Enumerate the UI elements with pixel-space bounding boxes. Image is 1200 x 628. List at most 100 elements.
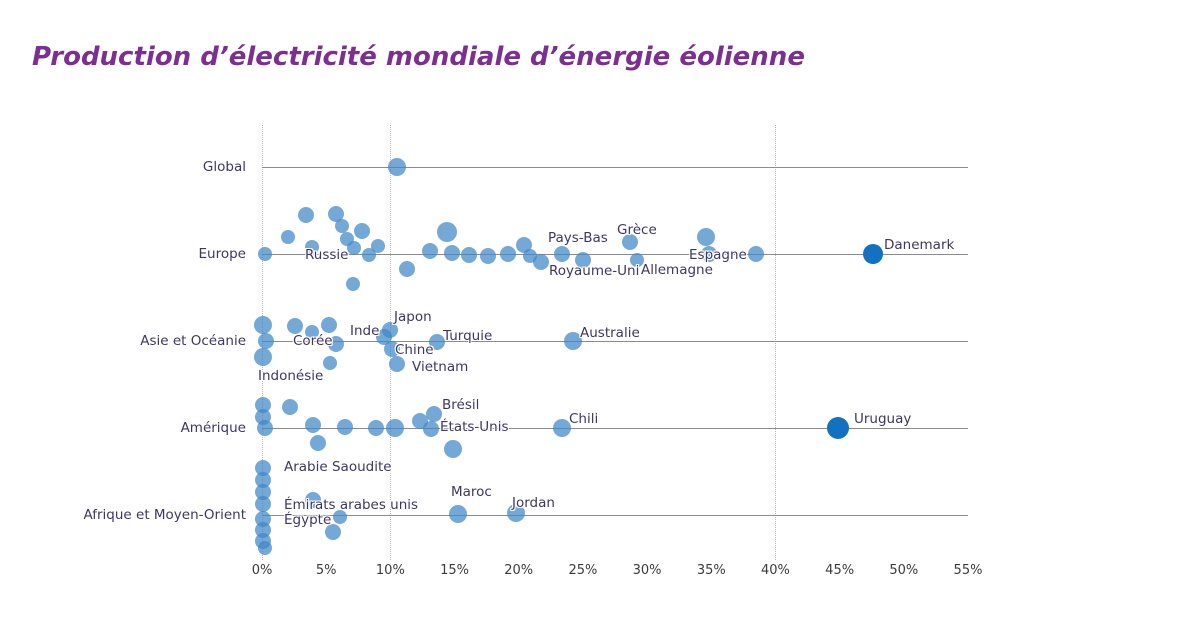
data-point — [354, 223, 371, 239]
data-point — [460, 247, 477, 263]
point-label-danemark: Danemark — [884, 237, 955, 253]
category-line-amerique — [262, 428, 968, 429]
data-point — [305, 325, 320, 339]
data-point — [305, 417, 322, 433]
data-point — [347, 241, 362, 255]
data-point — [333, 510, 348, 524]
point-label-turquie: Turquie — [443, 328, 493, 344]
category-line-asie-et-oceanie — [262, 341, 968, 342]
category-line-afrique-et-moyen-orient — [262, 515, 968, 516]
x-tick-label-25: 25% — [568, 563, 598, 578]
category-label-afrique-et-moyen-orient: Afrique et Moyen-Orient — [83, 507, 246, 523]
point-label-inde: Inde — [350, 323, 380, 339]
data-point — [337, 419, 354, 435]
point-label-indonesie: Indonésie — [258, 368, 324, 384]
data-point — [256, 420, 273, 436]
data-point — [320, 317, 337, 333]
category-label-asie-et-oceanie: Asie et Océanie — [140, 333, 246, 349]
data-point — [368, 420, 385, 436]
data-point-chili — [553, 419, 572, 437]
point-label-emirats-arabes-unis: Émirats arabes unis — [284, 497, 419, 513]
data-point — [436, 222, 457, 242]
x-tick-label-55: 55% — [953, 563, 983, 578]
data-point — [700, 246, 717, 262]
category-label-global: Global — [202, 159, 246, 175]
point-label-allemagne: Allemagne — [641, 262, 713, 278]
data-point — [254, 316, 273, 334]
data-point — [479, 248, 496, 264]
data-point — [443, 245, 460, 261]
x-tick-label-30: 30% — [632, 563, 662, 578]
category-label-amerique: Amérique — [180, 420, 246, 436]
point-label-maroc: Maroc — [451, 484, 492, 500]
chart-title: Production d’électricité mondiale d’éner… — [32, 42, 805, 72]
x-tick-label-10: 10% — [375, 563, 405, 578]
point-label-russie: Russie — [305, 247, 349, 263]
point-label-japon: Japon — [394, 309, 432, 325]
point-label-pays-bas: Pays-Bas — [548, 230, 608, 246]
point-label-royaume-uni: Royaume-Uni — [549, 263, 640, 279]
x-tick-label-20: 20% — [504, 563, 534, 578]
data-point — [361, 248, 376, 262]
data-point — [399, 261, 416, 277]
data-point-chine — [383, 341, 400, 357]
x-tick-label-40: 40% — [761, 563, 790, 578]
data-point — [257, 541, 272, 555]
point-label-chine: Chine — [395, 342, 434, 358]
data-point-pays-bas — [554, 246, 571, 262]
point-label-grece: Grèce — [617, 222, 657, 238]
data-point — [370, 239, 385, 253]
category-line-europe — [262, 254, 968, 255]
data-point-japon — [382, 322, 399, 338]
data-point-grece — [622, 234, 639, 250]
data-point — [324, 524, 341, 540]
point-label-etats-unis: États-Unis — [440, 419, 509, 435]
data-point — [305, 492, 322, 508]
data-point — [574, 252, 591, 268]
data-point — [305, 240, 320, 254]
point-label-vietnam: Vietnam — [412, 359, 469, 375]
data-point-russie — [257, 247, 272, 261]
point-label-uruguay: Uruguay — [854, 411, 912, 427]
category-line-global — [262, 167, 968, 168]
data-point — [500, 246, 517, 262]
point-label-coree: Corée — [293, 333, 333, 349]
data-point — [287, 318, 304, 334]
data-point-emirats-arabes-unis — [255, 496, 272, 512]
data-point-bresil — [426, 406, 442, 422]
point-label-chili: Chili — [569, 411, 599, 427]
data-point — [280, 230, 295, 244]
data-point — [444, 440, 463, 458]
data-point — [297, 207, 314, 223]
x-tick-label-15: 15% — [440, 563, 469, 578]
data-point-jordan — [507, 504, 526, 522]
point-label-arabie-saoudite: Arabie Saoudite — [284, 459, 392, 475]
data-point — [282, 399, 299, 415]
data-point — [328, 206, 345, 222]
x-tick-label-50: 50% — [889, 563, 919, 578]
x-gridline-40pct — [775, 125, 777, 560]
data-point-royaume-uni — [532, 254, 549, 270]
data-point-indonesie — [254, 348, 273, 366]
point-label-bresil: Brésil — [442, 397, 480, 413]
data-point-allemagne — [629, 253, 644, 267]
data-point — [310, 435, 327, 451]
data-point-australie — [563, 332, 582, 350]
x-tick-label-0: 0% — [251, 563, 273, 578]
data-point-coree — [328, 336, 345, 352]
data-point — [697, 228, 716, 246]
point-label-jordan: Jordan — [512, 495, 555, 511]
data-point-uruguay — [827, 417, 850, 439]
data-point-turquie — [428, 334, 445, 350]
point-label-australie: Australie — [580, 325, 640, 341]
data-point — [422, 243, 439, 259]
x-tick-label-35: 35% — [696, 563, 726, 578]
x-tick-label-5: 5% — [315, 563, 337, 578]
data-point-maroc — [449, 505, 468, 523]
category-label-europe: Europe — [198, 246, 246, 262]
data-point-global — [387, 158, 406, 176]
data-point — [334, 219, 349, 233]
x-tick-label-45: 45% — [825, 563, 855, 578]
data-point-danemark — [863, 244, 883, 264]
